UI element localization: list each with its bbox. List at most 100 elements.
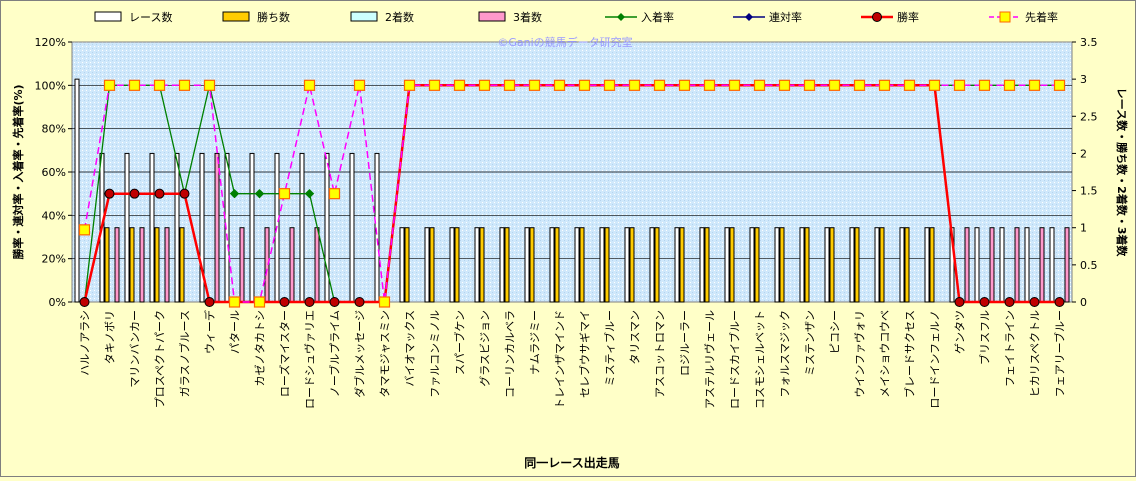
point-先着率-コスモシェルベット xyxy=(753,79,766,91)
left-tick-label: 20% xyxy=(42,253,66,266)
bar-勝ち数-アステルリヴェール xyxy=(704,227,710,303)
category-label: ブリスフル xyxy=(978,310,992,365)
point-先着率-ロジルーラー xyxy=(678,79,691,91)
bar-レース数-アスコットロマン xyxy=(649,227,655,303)
left-tick-label: 100% xyxy=(35,79,66,92)
category-label: ローズマイスター xyxy=(278,310,292,397)
point-先着率-セレブウサギマイ xyxy=(578,79,591,91)
point-先着率-ヒカリスペクトル xyxy=(1028,79,1041,91)
bar-レース数-カゼノタカトシ xyxy=(249,152,255,303)
right-tick-label: 3.5 xyxy=(1080,36,1098,49)
category-label: タキノボリ xyxy=(104,310,117,364)
bar-勝ち数-コーリンカルベラ xyxy=(504,227,510,303)
category-label: ロジルーラー xyxy=(679,310,692,376)
bar-レース数-セレブウサギマイ xyxy=(574,227,580,303)
point-先着率-ロードインフェルノ xyxy=(928,79,941,91)
legend-item-3着数: 3着数 xyxy=(478,10,542,24)
point-先着率-フェイトライン xyxy=(1003,79,1016,91)
bar-レース数-ナムラジミー xyxy=(524,227,530,303)
point-勝率-プロスペクトパーク xyxy=(154,188,165,199)
category-label: タマモジャスミン xyxy=(379,310,392,397)
watermark: ©Ganiの競馬データ研究室 xyxy=(497,35,632,49)
bar-レース数-タリスマン xyxy=(624,227,630,303)
category-label: セレブウサギマイ xyxy=(578,310,592,398)
point-勝率-ロードシュヴァリエ xyxy=(304,297,315,307)
category-label: ミスティブルー xyxy=(603,310,617,386)
point-勝率-ブリスフル xyxy=(979,297,990,307)
point-先着率-ロードスカイブルー xyxy=(728,79,741,91)
category-label: アスコットロマン xyxy=(654,310,667,398)
bar-レース数-ファルコンミノル xyxy=(424,227,430,303)
category-label: ファルコンミノル xyxy=(429,310,442,398)
bar-勝ち数-マリンバンカー xyxy=(129,227,135,303)
bar-勝ち数-メイショウコウベ xyxy=(879,227,885,303)
point-勝率-フェアリーブルー xyxy=(1054,297,1065,307)
bar-勝ち数-ミスティブルー xyxy=(604,227,610,303)
point-先着率-ブレードサクセス xyxy=(903,79,916,91)
point-勝率-タキノボリ xyxy=(104,188,115,199)
bar-3着数-ロードシュヴァリエ xyxy=(314,227,320,303)
bar-3着数-プロスペクトパーク xyxy=(164,227,170,303)
point-先着率-ガラスノブルース xyxy=(178,79,191,91)
bar-3着数-マリンバンカー xyxy=(139,227,145,303)
point-先着率-プロスペクトパーク xyxy=(153,79,166,91)
bar-レース数-コスモシェルベット xyxy=(749,227,755,303)
bar-レース数-ブレードサクセス xyxy=(899,227,905,303)
legend: レース数 勝ち数 2着数 3着数 入着率 連対率 勝率 先着率 xyxy=(94,10,1058,24)
legend-item-2着数: 2着数 xyxy=(350,10,414,24)
bar-勝ち数-ミステンザン xyxy=(804,227,810,303)
bar-レース数-グラスビジョン xyxy=(474,227,480,303)
category-label: グラスビジョン xyxy=(478,310,492,387)
bar-series xyxy=(74,78,1070,303)
legend-swatch xyxy=(222,11,250,22)
point-先着率-メイショウコウベ xyxy=(878,79,891,91)
point-先着率-ミステンザン xyxy=(803,79,816,91)
bar-レース数-アステルリヴェール xyxy=(699,227,705,303)
legend-label: 入着率 xyxy=(641,10,674,24)
category-label: パタール xyxy=(229,310,242,354)
point-勝率-ノーブルプライム xyxy=(329,297,340,307)
point-先着率-ウィーデ xyxy=(203,79,216,91)
legend-label: 連対率 xyxy=(769,10,802,24)
point-先着率-ブリスフル xyxy=(978,79,991,91)
bar-勝ち数-タリスマン xyxy=(629,227,635,303)
category-label: タリスマン xyxy=(629,310,642,365)
category-label: ガラスノブルース xyxy=(178,310,192,397)
left-tick-label: 120% xyxy=(35,36,66,49)
bar-レース数-ダブルメッセージ xyxy=(349,152,355,303)
bar-レース数-ミスティブルー xyxy=(599,227,605,303)
bar-レース数-バイオマックス xyxy=(399,227,405,303)
bar-勝ち数-スパーブケン xyxy=(454,227,460,303)
point-先着率-ゲンタツ xyxy=(953,79,966,91)
category-label: フェアリーブルー xyxy=(1053,310,1067,397)
point-先着率-タリスマン xyxy=(628,79,641,91)
point-勝率-フェイトライン xyxy=(1004,297,1015,307)
legend-swatch xyxy=(350,11,378,22)
bar-レース数-ガラスノブルース xyxy=(174,152,180,303)
bar-勝ち数-ロードインフェルノ xyxy=(929,227,935,303)
bar-レース数-フェアリーブルー xyxy=(1049,227,1055,303)
point-先着率-フェアリーブルー xyxy=(1053,79,1066,91)
bar-勝ち数-ブレードサクセス xyxy=(904,227,910,303)
category-label: ピコシー xyxy=(829,310,842,354)
point-先着率-トレインザマインド xyxy=(553,79,566,91)
category-label: アステルリヴェール xyxy=(703,310,717,409)
legend-label: 勝率 xyxy=(897,10,919,24)
bar-3着数-フェイトライン xyxy=(1014,227,1020,303)
point-先着率-ピコシー xyxy=(828,79,841,91)
bar-3着数-ローズマイスター xyxy=(289,227,295,303)
legend-item-先着率: 先着率 xyxy=(989,10,1058,24)
category-label: ウインファヴォリ xyxy=(853,310,867,398)
bar-3着数-ウィーデ xyxy=(214,152,220,303)
bar-レース数-ウィーデ xyxy=(199,152,205,303)
point-先着率-グラスビジョン xyxy=(478,79,491,91)
bar-勝ち数-プロスペクトパーク xyxy=(154,227,160,303)
category-label: メイショウコウベ xyxy=(879,310,892,398)
legend-swatch xyxy=(478,11,506,22)
category-label: フェイトライン xyxy=(1004,310,1017,387)
x-axis: ハルノアラシ タキノボリ マリンバンカー プロスペクトパーク ガラスノブルース ウィーデパ… xyxy=(79,310,1067,409)
point-先着率-ローズマイスター xyxy=(278,188,291,200)
bar-勝ち数-トレインザマインド xyxy=(554,227,560,303)
